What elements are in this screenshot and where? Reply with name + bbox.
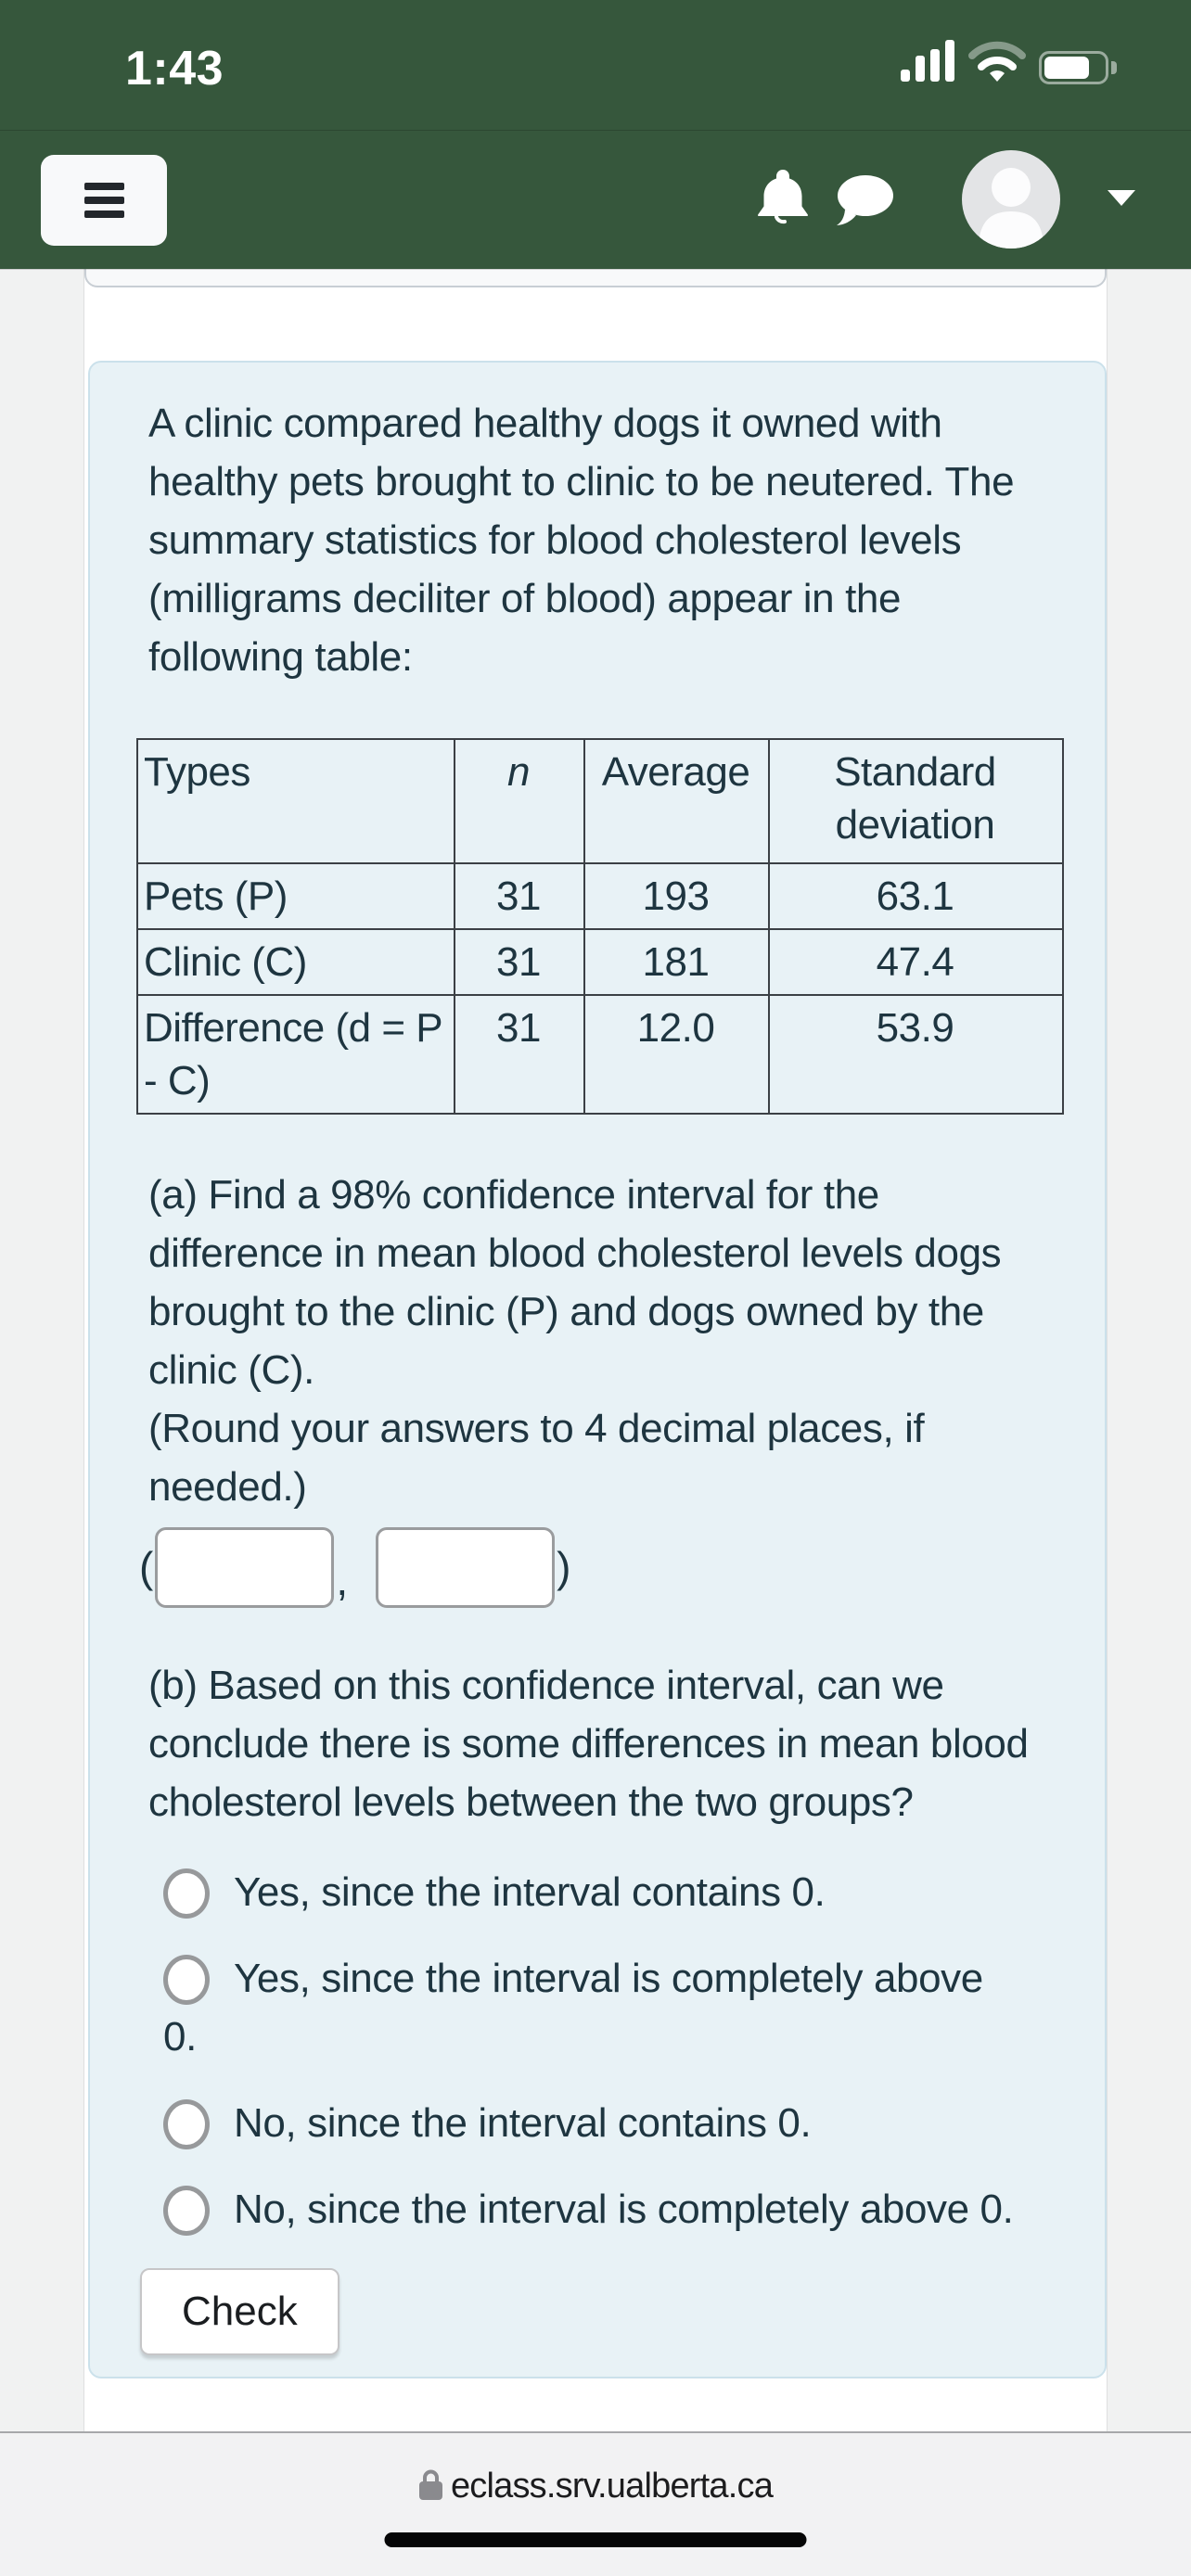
col-header-sd: Standard deviation — [768, 738, 1064, 864]
status-divider — [0, 130, 1191, 131]
interval-answer-row: ( , ) — [139, 1527, 1049, 1608]
home-indicator[interactable] — [384, 2532, 807, 2547]
radio-option-2[interactable]: Yes, since the interval is completely ab… — [163, 1955, 983, 2060]
avatar[interactable] — [962, 150, 1060, 249]
status-time: 1:43 — [125, 42, 224, 96]
chat-bubble-icon[interactable] — [834, 174, 895, 233]
radio-option-3[interactable]: No, since the interval contains 0. — [163, 2094, 1049, 2152]
open-paren: ( — [139, 1543, 154, 1591]
cell-signal-icon — [901, 39, 958, 88]
app-header: 1:43 — [0, 0, 1191, 269]
radio-icon[interactable] — [163, 1955, 210, 2005]
radio-option-group: Yes, since the interval contains 0. Yes,… — [136, 1863, 1049, 2238]
table-row-difference: Difference (d = P - C) 31 12.0 53.9 — [136, 994, 1064, 1115]
menu-button[interactable] — [41, 155, 167, 246]
close-paren: ) — [557, 1543, 571, 1591]
url-bar[interactable]: eclass.srv.ualberta.ca — [0, 2467, 1191, 2506]
interval-lower-input[interactable] — [155, 1527, 335, 1608]
part-b-prompt: (b) Based on this confidence interval, c… — [148, 1663, 1029, 1825]
table-row-pets: Pets (P) 31 193 63.1 — [136, 862, 1064, 930]
col-header-average: Average — [583, 738, 770, 864]
battery-icon — [1039, 51, 1108, 84]
question-intro: A clinic compared healthy dogs it owned … — [148, 401, 1015, 680]
part-a-prompt: (a) Find a 98% confidence interval for t… — [148, 1172, 1002, 1393]
part-a-rounding-note: (Round your answers to 4 decimal places,… — [148, 1406, 925, 1510]
col-header-n: n — [454, 738, 585, 864]
bell-icon[interactable] — [756, 168, 810, 230]
check-button[interactable]: Check — [140, 2268, 339, 2355]
wifi-icon — [968, 39, 1026, 88]
lock-icon — [418, 2468, 443, 2506]
left-gutter — [0, 269, 84, 2431]
comma-separator: , — [336, 1556, 349, 1604]
interval-upper-input[interactable] — [376, 1527, 556, 1608]
browser-bottom-bar: eclass.srv.ualberta.ca — [0, 2431, 1191, 2576]
question-card: A clinic compared healthy dogs it owned … — [88, 361, 1107, 2378]
hamburger-icon — [83, 183, 124, 190]
radio-icon[interactable] — [163, 2186, 210, 2236]
radio-icon[interactable] — [163, 2099, 210, 2149]
col-header-types: Types — [136, 738, 455, 864]
radio-option-4[interactable]: No, since the interval is completely abo… — [163, 2180, 1049, 2238]
radio-option-1[interactable]: Yes, since the interval contains 0. — [163, 1863, 1049, 1921]
right-gutter — [1107, 269, 1191, 2431]
table-row-clinic: Clinic (C) 31 181 47.4 — [136, 928, 1064, 996]
radio-icon[interactable] — [163, 1868, 210, 1919]
battery-nub — [1111, 61, 1117, 74]
url-text: eclass.srv.ualberta.ca — [450, 2467, 774, 2506]
table-header-row: Types n Average Standard deviation — [136, 738, 1064, 864]
caret-down-icon[interactable] — [1108, 190, 1135, 206]
summary-table: Types n Average Standard deviation Pets … — [136, 738, 1064, 1115]
